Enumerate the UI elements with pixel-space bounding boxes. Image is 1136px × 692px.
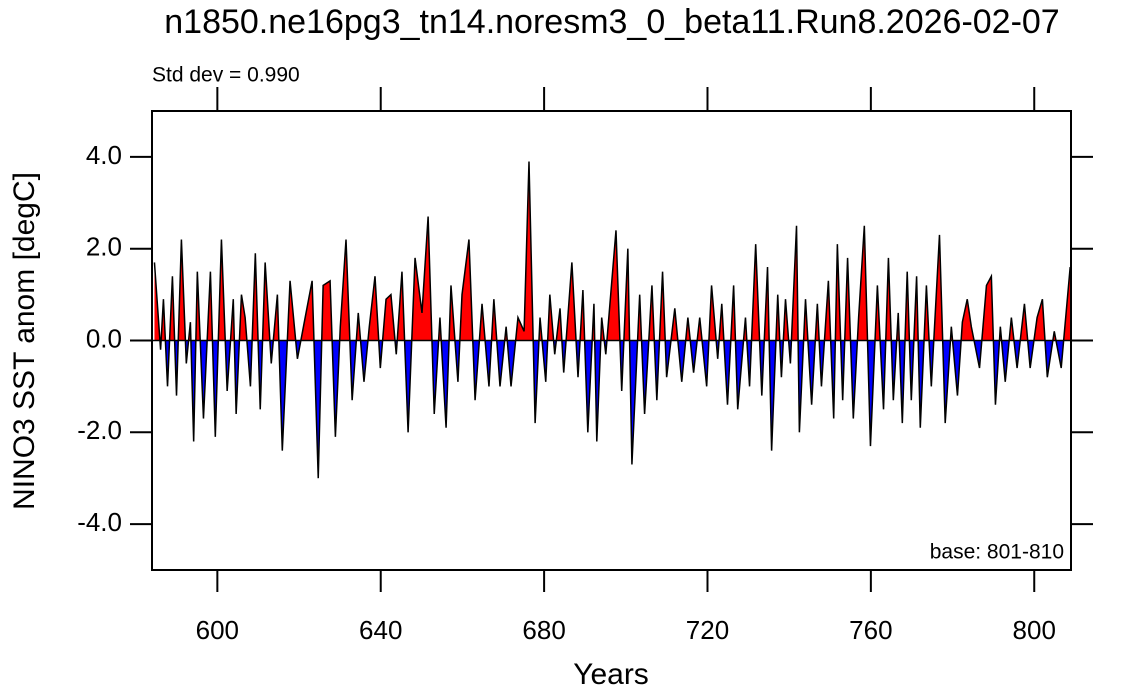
series-line — [153, 161, 1071, 479]
y-axis-label: NINO3 SST anom [degC] — [8, 172, 41, 510]
annotation: base: 801-810 — [930, 541, 1064, 564]
subtitle: Std dev = 0.990 — [152, 64, 300, 87]
area-below — [154, 340, 1071, 479]
x-axis-label: Years — [573, 658, 649, 691]
y-tick-label: -4.0 — [77, 507, 122, 537]
x-tick-label: 640 — [359, 615, 402, 645]
x-tick-label: 600 — [196, 615, 239, 645]
y-tick-label: 2.0 — [86, 232, 122, 262]
y-tick-label: -2.0 — [77, 415, 122, 445]
y-tick-label: 4.0 — [86, 140, 122, 170]
chart-title: n1850.ne16pg3_tn14.noresm3_0_beta11.Run8… — [164, 3, 1059, 41]
y-tick-label: 0.0 — [86, 323, 122, 353]
x-tick-label: 800 — [1013, 615, 1056, 645]
x-tick-label: 680 — [522, 615, 565, 645]
area-above — [154, 161, 1071, 341]
x-tick-label: 720 — [686, 615, 729, 645]
x-tick-label: 760 — [849, 615, 892, 645]
